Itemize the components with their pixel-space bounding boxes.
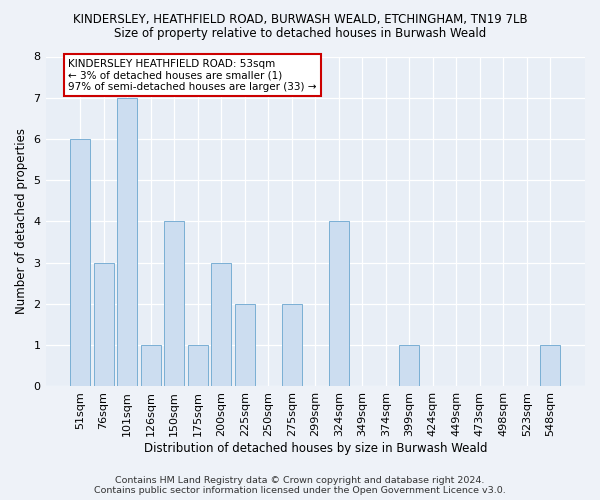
Bar (329, 222, 349, 386)
Bar (164, 222, 184, 386)
Text: KINDERSLEY HEATHFIELD ROAD: 53sqm
← 3% of detached houses are smaller (1)
97% of: KINDERSLEY HEATHFIELD ROAD: 53sqm ← 3% o… (68, 58, 317, 92)
Bar (94, 262, 113, 386)
Bar (282, 304, 302, 386)
Bar (70, 139, 90, 386)
Text: Size of property relative to detached houses in Burwash Weald: Size of property relative to detached ho… (114, 28, 486, 40)
Bar (235, 304, 255, 386)
Y-axis label: Number of detached properties: Number of detached properties (15, 128, 28, 314)
X-axis label: Distribution of detached houses by size in Burwash Weald: Distribution of detached houses by size … (143, 442, 487, 455)
Bar (140, 345, 161, 387)
Bar (541, 345, 560, 387)
Bar (117, 98, 137, 387)
Text: Contains HM Land Registry data © Crown copyright and database right 2024.
Contai: Contains HM Land Registry data © Crown c… (94, 476, 506, 495)
Bar (211, 262, 231, 386)
Bar (188, 345, 208, 387)
Bar (400, 345, 419, 387)
Text: KINDERSLEY, HEATHFIELD ROAD, BURWASH WEALD, ETCHINGHAM, TN19 7LB: KINDERSLEY, HEATHFIELD ROAD, BURWASH WEA… (73, 12, 527, 26)
